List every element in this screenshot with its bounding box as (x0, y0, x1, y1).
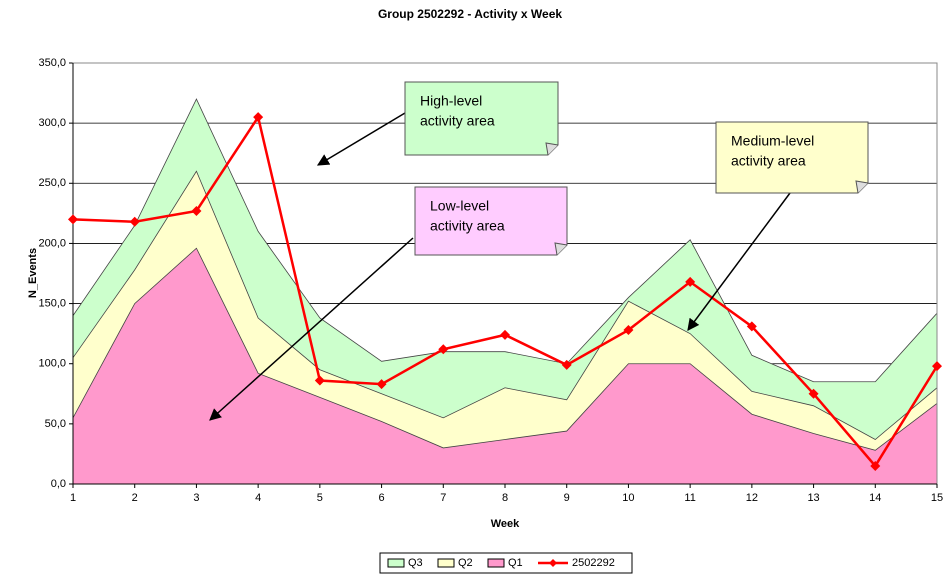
x-tick-label: 11 (684, 492, 695, 504)
y-tick-label: 0,0 (51, 478, 66, 490)
x-tick-label: 4 (255, 492, 261, 504)
marker (685, 276, 696, 287)
legend-swatch (487, 558, 505, 568)
legend-label: Q2 (458, 557, 473, 569)
annotation-arrow (687, 192, 791, 331)
x-tick-label: 15 (931, 492, 943, 504)
x-tick-label: 6 (379, 492, 385, 504)
marker (500, 329, 510, 340)
area (72, 247, 938, 485)
marker (808, 388, 819, 399)
annotation-fold (545, 142, 559, 156)
marker (623, 325, 634, 336)
x-tick-label: 5 (317, 492, 323, 504)
x-axis-label: Week (491, 518, 520, 530)
x-tick-label: 13 (807, 492, 819, 504)
marker (314, 375, 325, 386)
annotation-arrow (209, 237, 414, 421)
marker (870, 460, 881, 471)
x-tick-label: 2 (132, 492, 138, 504)
annotation-text: Medium-level (731, 133, 814, 149)
x-tick-label: 1 (70, 492, 76, 504)
y-tick-label: 300,0 (38, 117, 66, 129)
annotation-text: High-level (420, 93, 482, 109)
y-tick-label: 350,0 (38, 57, 66, 69)
legend-swatch (387, 558, 405, 568)
y-tick-label: 100,0 (38, 358, 66, 370)
x-tick-label: 8 (502, 492, 508, 504)
x-tick-label: 12 (746, 492, 758, 504)
annotation-text: activity area (430, 218, 505, 234)
x-tick-label: 10 (622, 492, 634, 504)
annotation-text: activity area (420, 113, 495, 129)
marker (376, 379, 387, 390)
annotation-text: Low-level (430, 198, 489, 214)
annotation-fold (855, 180, 869, 194)
y-tick-label: 250,0 (38, 177, 66, 189)
legend-label: 2502292 (572, 557, 615, 569)
x-tick-label: 7 (440, 492, 446, 504)
marker (561, 359, 572, 370)
marker (129, 216, 140, 227)
marker (68, 214, 78, 225)
y-axis-label: N_Events (27, 248, 39, 298)
marker (191, 205, 202, 216)
x-tick-label: 9 (564, 492, 570, 504)
marker (746, 321, 757, 332)
legend-label: Q1 (508, 557, 523, 569)
y-tick-label: 50,0 (45, 418, 66, 430)
marker (253, 112, 264, 123)
annotation-fold (554, 242, 568, 256)
x-tick-label: 3 (193, 492, 199, 504)
legend-box (379, 552, 633, 574)
legend-swatch (437, 558, 455, 568)
legend-label: Q3 (408, 557, 423, 569)
marker (438, 344, 449, 355)
annotation-arrow (316, 112, 406, 166)
chart-title: Group 2502292 - Activity x Week (378, 7, 562, 21)
marker (932, 361, 942, 372)
y-tick-label: 150,0 (38, 297, 66, 309)
y-tick-label: 200,0 (38, 237, 66, 249)
legend-marker (549, 559, 557, 567)
x-tick-label: 14 (869, 492, 881, 504)
annotation-text: activity area (731, 153, 806, 169)
